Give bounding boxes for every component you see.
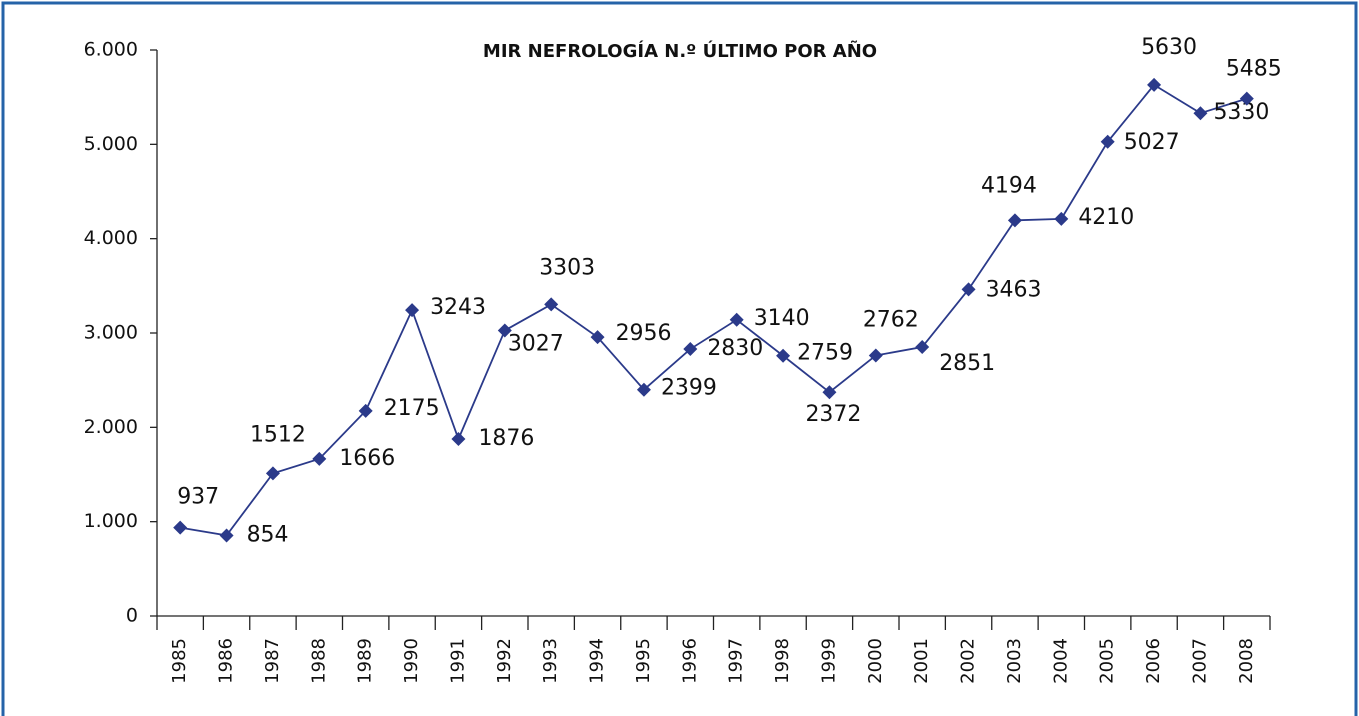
marker (1100, 134, 1115, 149)
x-tick-label: 2004 (1050, 638, 1071, 684)
x-tick-label: 1985 (169, 638, 190, 684)
data-label: 5027 (1124, 130, 1180, 155)
data-label: 3140 (754, 306, 810, 331)
marker (1147, 77, 1162, 92)
marker (265, 466, 280, 481)
marker (312, 451, 327, 466)
marker (729, 312, 744, 327)
x-tick-label: 2007 (1189, 638, 1210, 684)
x-tick-label: 2003 (1004, 638, 1025, 684)
x-tick-label: 2005 (1097, 638, 1118, 684)
marker (497, 323, 512, 338)
marker (683, 342, 698, 357)
marker (405, 303, 420, 318)
data-label: 854 (247, 522, 289, 547)
data-label: 3303 (539, 255, 595, 280)
data-label: 2759 (797, 341, 853, 366)
marker (1007, 213, 1022, 228)
x-tick-label: 1988 (308, 638, 329, 684)
x-tick-label: 1994 (587, 638, 608, 684)
data-label: 5630 (1141, 35, 1197, 60)
x-tick-label: 2006 (1143, 638, 1164, 684)
marker (173, 520, 188, 535)
data-label: 5485 (1226, 57, 1282, 82)
marker (1239, 91, 1254, 106)
data-label: 937 (177, 485, 219, 510)
x-tick-label: 1986 (216, 638, 237, 684)
y-tick-label: 3.000 (84, 322, 138, 344)
x-tick-label: 2000 (865, 638, 886, 684)
y-tick-label: 2.000 (84, 416, 138, 438)
x-tick-label: 1998 (772, 638, 793, 684)
data-label: 2399 (661, 376, 717, 401)
chart-title: MIR NEFROLOGÍA N.º ÚLTIMO POR AÑO (483, 39, 877, 62)
x-tick-label: 1987 (262, 638, 283, 684)
data-label: 2830 (707, 336, 763, 361)
line (180, 83, 1248, 537)
marker (961, 282, 976, 297)
x-tick-label: 1997 (726, 638, 747, 684)
data-label: 2175 (384, 396, 440, 421)
data-label: 2956 (616, 321, 672, 346)
data-label: 5330 (1213, 100, 1269, 125)
data-label: 2372 (805, 402, 861, 427)
marker (358, 403, 373, 418)
marker (1054, 211, 1069, 226)
x-tick-label: 1992 (494, 638, 515, 684)
marker (868, 348, 883, 363)
marker (822, 385, 837, 400)
data-label: 3027 (508, 331, 564, 356)
x-tick-label: 1989 (355, 638, 376, 684)
x-tick-label: 1993 (540, 638, 561, 684)
data-label: 3243 (430, 295, 486, 320)
marker (544, 297, 559, 312)
y-tick-label: 6.000 (84, 39, 138, 61)
marker (776, 348, 791, 363)
x-tick-label: 1999 (818, 638, 839, 684)
data-label: 2851 (939, 351, 995, 376)
x-tick-label: 1990 (401, 638, 422, 684)
x-tick-label: 1991 (447, 638, 468, 684)
x-tick-label: 1996 (679, 638, 700, 684)
data-label: 2762 (863, 307, 919, 332)
y-tick-label: 0 (126, 605, 138, 627)
marker (636, 382, 651, 397)
data-label: 4194 (981, 173, 1037, 198)
y-tick-label: 4.000 (84, 227, 138, 249)
data-label: 1512 (250, 422, 306, 447)
marker (1193, 106, 1208, 121)
x-tick-label: 2002 (958, 638, 979, 684)
x-tick-label: 2001 (911, 638, 932, 684)
marker (915, 340, 930, 355)
marker (451, 432, 466, 447)
marker (590, 330, 605, 345)
x-tick-label: 2008 (1236, 638, 1257, 684)
y-tick-label: 5.000 (84, 133, 138, 155)
data-label: 1666 (339, 446, 395, 471)
y-tick-label: 1.000 (84, 510, 138, 532)
data-label: 1876 (478, 426, 534, 451)
x-tick-label: 1995 (633, 638, 654, 684)
data-label: 3463 (986, 277, 1042, 302)
data-label: 4210 (1078, 205, 1134, 230)
marker (219, 528, 234, 543)
